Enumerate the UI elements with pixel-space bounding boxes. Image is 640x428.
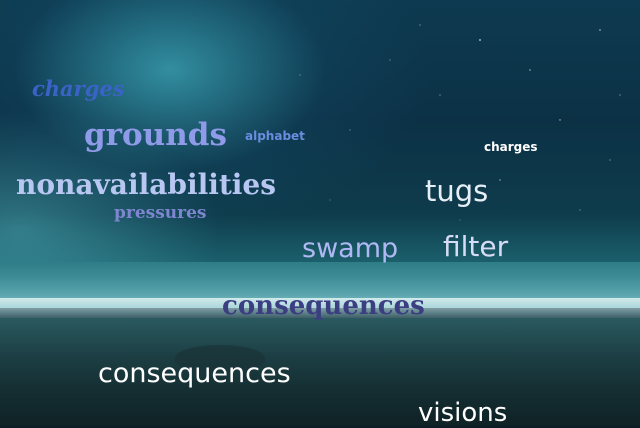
word-swamp: swamp xyxy=(302,233,399,264)
word-alphabet: alphabet xyxy=(245,129,305,143)
word-nonavailabilities: nonavailabilities xyxy=(16,168,276,201)
stars xyxy=(299,24,621,221)
word-grounds: grounds xyxy=(84,117,227,153)
word-charges-1: charges xyxy=(32,76,125,101)
word-consequences-2: consequences xyxy=(98,358,291,389)
word-filter: filter xyxy=(443,230,509,263)
word-consequences-1: consequences xyxy=(222,291,425,321)
word-tugs: tugs xyxy=(425,174,489,208)
word-pressures: pressures xyxy=(114,203,207,223)
night-sky xyxy=(0,0,640,268)
beach xyxy=(0,318,640,426)
rock xyxy=(175,345,265,371)
word-charges-2: charges xyxy=(484,140,538,154)
word-visions: visions xyxy=(418,398,508,428)
